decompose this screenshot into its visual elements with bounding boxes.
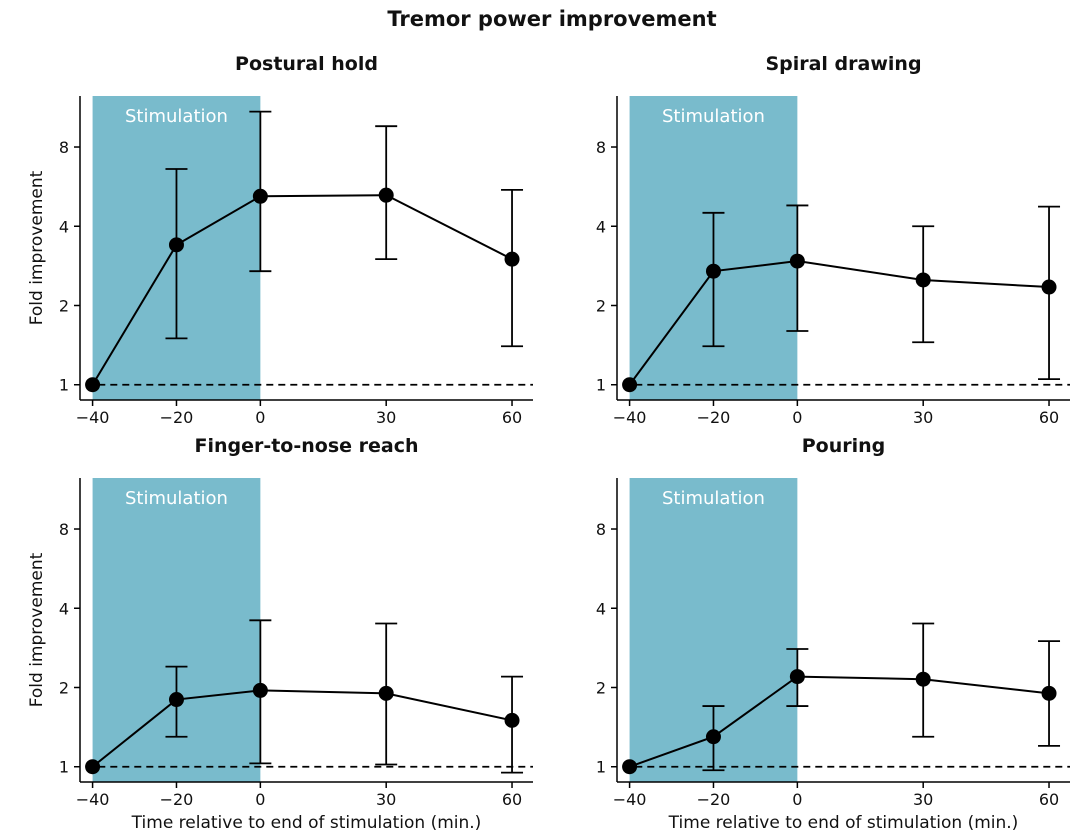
- error-bar: [501, 188, 524, 348]
- y-tick-label: 8: [596, 138, 606, 157]
- x-tick-label: 60: [502, 408, 522, 427]
- x-tick-label: −40: [613, 408, 647, 427]
- data-point: [915, 272, 931, 288]
- y-axis-label: Fold improvement: [27, 552, 47, 707]
- panel-3: Stimulation Finger-to-nose reach 1 2 4 8 −40 −2…: [27, 435, 533, 833]
- data-point: [705, 729, 721, 745]
- y-tick-label: 4: [596, 217, 606, 236]
- data-point: [789, 253, 805, 269]
- x-tick-label: −40: [76, 408, 110, 427]
- panel-title: Pouring: [802, 435, 886, 457]
- x-tick-label: 0: [255, 408, 265, 427]
- y-tick-label: 2: [596, 678, 606, 697]
- x-tick-label: 0: [792, 790, 802, 809]
- data-point: [252, 188, 268, 204]
- y-tick-label: 1: [596, 758, 606, 777]
- panel-title: Spiral drawing: [765, 53, 921, 75]
- y-tick-label: 8: [59, 138, 69, 157]
- x-tick-label: −20: [160, 790, 194, 809]
- x-tick-label: 30: [913, 790, 933, 809]
- x-tick-label: 30: [913, 408, 933, 427]
- panels: Stimulation Postural hold 1 2 4 8 −40 −20 0 30 60 F…: [27, 53, 1070, 833]
- data-point: [705, 263, 721, 279]
- y-tick-label: 1: [596, 376, 606, 395]
- x-tick-label: 60: [1039, 408, 1059, 427]
- data-point: [85, 759, 101, 775]
- stimulation-label: Stimulation: [662, 106, 765, 127]
- x-tick-label: 60: [502, 790, 522, 809]
- y-tick-label: 4: [59, 599, 69, 618]
- data-point: [252, 682, 268, 698]
- stimulation-label: Stimulation: [662, 488, 765, 509]
- panel-4: Stimulation Pouring 1 2 4 8 −40 −20 0 30 60 Time re…: [596, 435, 1070, 833]
- y-tick-label: 4: [596, 599, 606, 618]
- x-tick-label: 0: [792, 408, 802, 427]
- x-tick-label: −20: [160, 408, 194, 427]
- x-axis-label: Time relative to end of stimulation (min…: [668, 813, 1019, 833]
- stimulation-label: Stimulation: [125, 106, 228, 127]
- data-point: [504, 712, 520, 728]
- data-point: [622, 759, 638, 775]
- data-point: [789, 669, 805, 685]
- data-point: [1041, 279, 1057, 295]
- data-point: [378, 187, 394, 203]
- error-bar: [165, 168, 188, 340]
- panel-title: Finger-to-nose reach: [194, 435, 418, 457]
- data-point: [504, 251, 520, 267]
- error-bar: [702, 211, 725, 348]
- data-point: [622, 377, 638, 393]
- x-tick-label: 30: [376, 408, 396, 427]
- x-tick-label: −40: [76, 790, 110, 809]
- panel-2: Stimulation Spiral drawing 1 2 4 8 −40 −20 0 30 60: [596, 53, 1070, 427]
- y-tick-label: 1: [59, 376, 69, 395]
- panel-1: Stimulation Postural hold 1 2 4 8 −40 −20 0 30 60 F…: [27, 53, 533, 427]
- data-point: [85, 377, 101, 393]
- panel-title: Postural hold: [235, 53, 378, 75]
- data-point: [1041, 685, 1057, 701]
- x-tick-label: 0: [255, 790, 265, 809]
- y-axis-label: Fold improvement: [27, 170, 47, 325]
- x-tick-label: 60: [1039, 790, 1059, 809]
- x-tick-label: 30: [376, 790, 396, 809]
- y-tick-label: 2: [59, 296, 69, 315]
- y-tick-label: 4: [59, 217, 69, 236]
- data-point: [915, 671, 931, 687]
- figure-title: Tremor power improvement: [387, 7, 716, 31]
- y-tick-label: 8: [59, 520, 69, 539]
- data-point: [378, 685, 394, 701]
- data-point: [168, 237, 184, 253]
- x-tick-label: −20: [697, 790, 731, 809]
- x-tick-label: −40: [613, 790, 647, 809]
- stimulation-label: Stimulation: [125, 488, 228, 509]
- x-axis-label: Time relative to end of stimulation (min…: [131, 813, 482, 833]
- y-tick-label: 2: [59, 678, 69, 697]
- x-tick-label: −20: [697, 408, 731, 427]
- data-point: [168, 692, 184, 708]
- y-tick-label: 2: [596, 296, 606, 315]
- y-tick-label: 8: [596, 520, 606, 539]
- y-tick-label: 1: [59, 758, 69, 777]
